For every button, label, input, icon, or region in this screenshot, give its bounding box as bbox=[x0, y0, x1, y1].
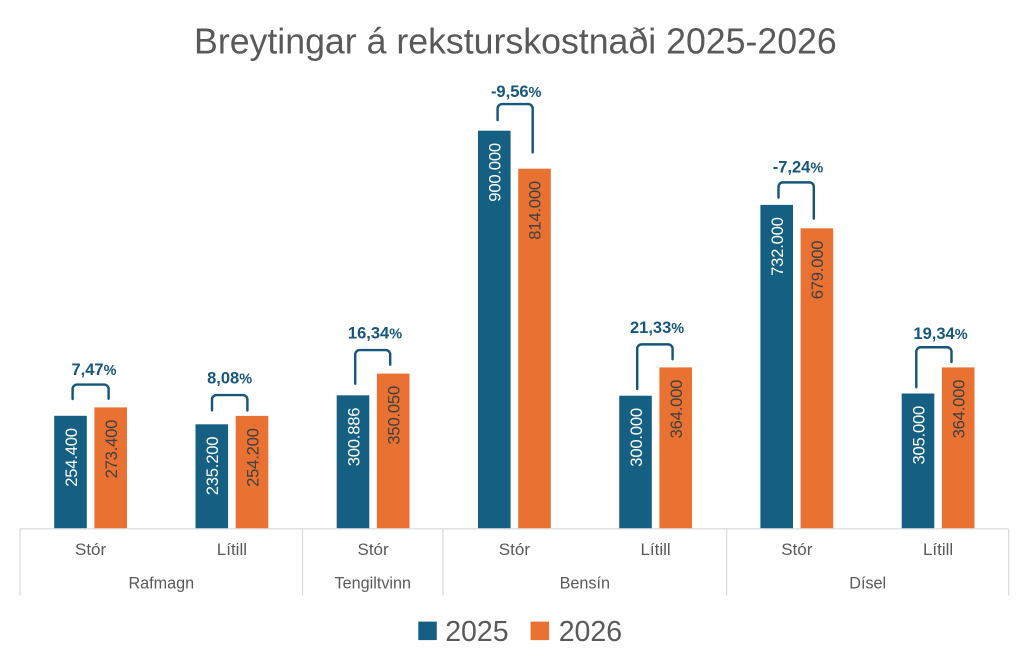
svg-text:Bensín: Bensín bbox=[560, 575, 610, 593]
svg-text:235.200: 235.200 bbox=[203, 437, 222, 496]
svg-text:305.000: 305.000 bbox=[909, 406, 928, 465]
svg-text:16,34%: 16,34% bbox=[348, 325, 402, 343]
svg-text:350.050: 350.050 bbox=[385, 386, 404, 445]
svg-text:254.200: 254.200 bbox=[243, 428, 262, 487]
svg-text:Breytingar á reksturskostnaði: Breytingar á reksturskostnaði 2025-2026 bbox=[194, 21, 837, 61]
svg-text:300.000: 300.000 bbox=[627, 408, 646, 467]
svg-text:19,34%: 19,34% bbox=[913, 325, 967, 343]
svg-text:Stór: Stór bbox=[781, 540, 813, 559]
svg-text:Lítill: Lítill bbox=[217, 540, 247, 559]
svg-text:273.400: 273.400 bbox=[102, 420, 121, 479]
svg-text:Dísel: Dísel bbox=[849, 575, 886, 593]
svg-text:900.000: 900.000 bbox=[486, 143, 505, 202]
svg-text:Stór: Stór bbox=[499, 540, 531, 559]
svg-text:732.000: 732.000 bbox=[768, 217, 787, 276]
svg-text:8,08%: 8,08% bbox=[207, 369, 252, 387]
svg-text:2026: 2026 bbox=[559, 616, 622, 648]
svg-text:679.000: 679.000 bbox=[808, 241, 827, 300]
svg-text:2025: 2025 bbox=[445, 616, 508, 648]
svg-text:Rafmagn: Rafmagn bbox=[128, 575, 194, 593]
svg-text:Stór: Stór bbox=[358, 540, 390, 559]
svg-text:-7,24%: -7,24% bbox=[773, 158, 824, 176]
svg-text:21,33%: 21,33% bbox=[630, 319, 684, 337]
svg-text:254.400: 254.400 bbox=[62, 428, 81, 487]
svg-text:-9,56%: -9,56% bbox=[491, 83, 542, 101]
svg-text:814.000: 814.000 bbox=[526, 181, 545, 240]
svg-text:364.000: 364.000 bbox=[667, 380, 686, 439]
svg-text:Tengiltvinn: Tengiltvinn bbox=[335, 575, 412, 593]
svg-text:364.000: 364.000 bbox=[950, 380, 969, 439]
svg-text:Lítill: Lítill bbox=[923, 540, 953, 559]
svg-text:300.886: 300.886 bbox=[344, 408, 363, 467]
svg-text:7,47%: 7,47% bbox=[71, 361, 116, 379]
svg-text:Stór: Stór bbox=[75, 540, 107, 559]
svg-text:Lítill: Lítill bbox=[640, 540, 670, 559]
